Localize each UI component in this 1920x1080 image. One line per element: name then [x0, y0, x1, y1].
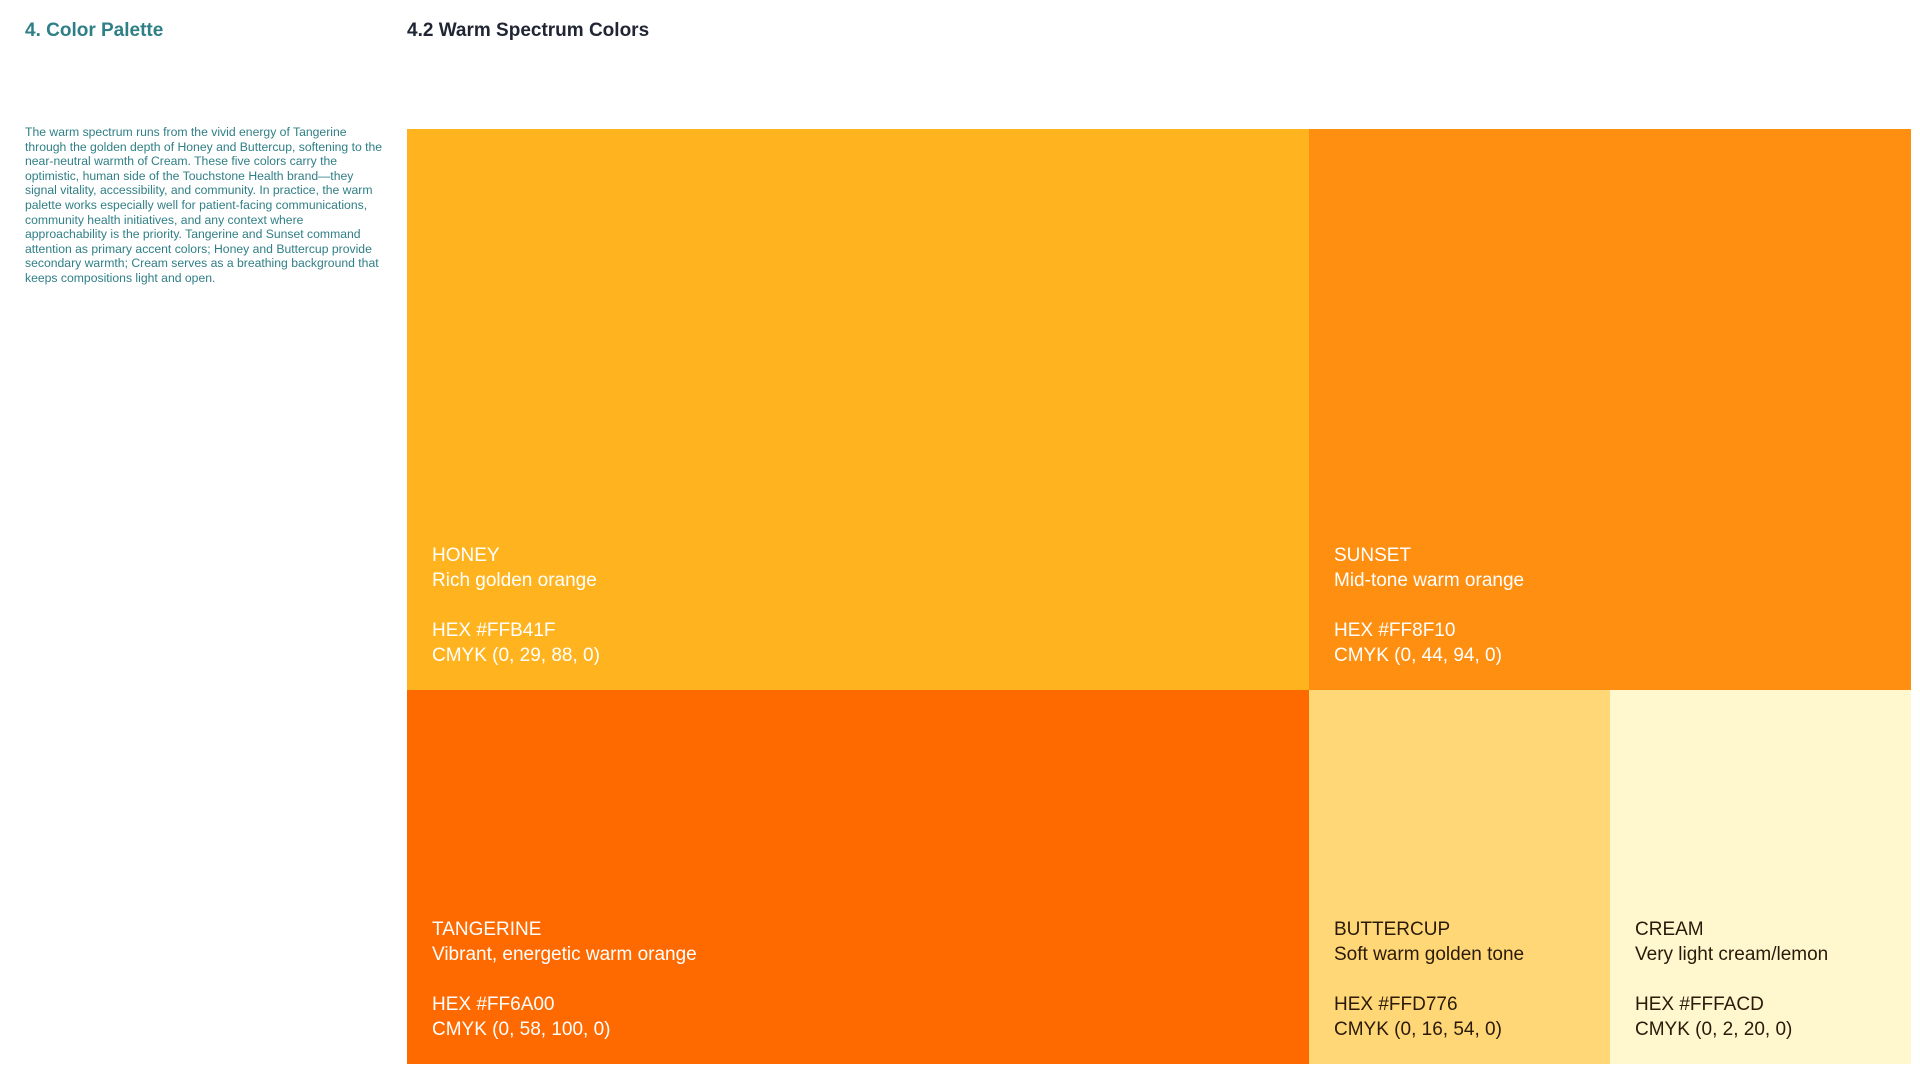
swatch-buttercup: BUTTERCUP Soft warm golden tone HEX #FFD… — [1309, 690, 1610, 1064]
swatch-description: Very light cream/lemon — [1635, 944, 1829, 965]
swatch-name: TANGERINE — [432, 919, 542, 940]
swatch-hex: HEX #FF6A00 — [432, 994, 555, 1015]
section-title: 4. Color Palette — [25, 20, 164, 41]
swatch-description: Mid-tone warm orange — [1334, 570, 1525, 591]
swatch-info: HONEY Rich golden orange HEX #FFB41F CMY… — [432, 543, 600, 668]
swatch-info: SUNSET Mid-tone warm orange HEX #FF8F10 … — [1334, 543, 1524, 668]
swatch-honey: HONEY Rich golden orange HEX #FFB41F CMY… — [407, 129, 1309, 690]
swatch-description: Rich golden orange — [432, 570, 597, 591]
swatch-description: Vibrant, energetic warm orange — [432, 944, 697, 965]
swatch-hex: HEX #FFFACD — [1635, 994, 1764, 1015]
swatch-name: HONEY — [432, 545, 500, 566]
swatch-info: BUTTERCUP Soft warm golden tone HEX #FFD… — [1334, 917, 1524, 1042]
swatch-hex: HEX #FFD776 — [1334, 994, 1458, 1015]
swatch-cmyk: CMYK (0, 58, 100, 0) — [432, 1019, 611, 1040]
swatch-hex: HEX #FF8F10 — [1334, 620, 1456, 641]
intro-paragraph: The warm spectrum runs from the vivid en… — [25, 125, 383, 285]
warm-palette-grid: HONEY Rich golden orange HEX #FFB41F CMY… — [407, 129, 1911, 1064]
subsection-title: 4.2 Warm Spectrum Colors — [407, 20, 650, 41]
swatch-cmyk: CMYK (0, 2, 20, 0) — [1635, 1019, 1793, 1040]
swatch-description: Soft warm golden tone — [1334, 944, 1525, 965]
swatch-cream: CREAM Very light cream/lemon HEX #FFFACD… — [1610, 690, 1911, 1064]
swatch-name: BUTTERCUP — [1334, 919, 1451, 940]
swatch-cmyk: CMYK (0, 29, 88, 0) — [432, 645, 600, 666]
swatch-hex: HEX #FFB41F — [432, 620, 556, 641]
swatch-info: TANGERINE Vibrant, energetic warm orange… — [432, 917, 697, 1042]
swatch-name: SUNSET — [1334, 545, 1412, 566]
swatch-cmyk: CMYK (0, 44, 94, 0) — [1334, 645, 1502, 666]
swatch-sunset: SUNSET Mid-tone warm orange HEX #FF8F10 … — [1309, 129, 1911, 690]
swatch-info: CREAM Very light cream/lemon HEX #FFFACD… — [1635, 917, 1828, 1042]
swatch-cmyk: CMYK (0, 16, 54, 0) — [1334, 1019, 1502, 1040]
swatch-tangerine: TANGERINE Vibrant, energetic warm orange… — [407, 690, 1309, 1064]
swatch-name: CREAM — [1635, 919, 1704, 940]
